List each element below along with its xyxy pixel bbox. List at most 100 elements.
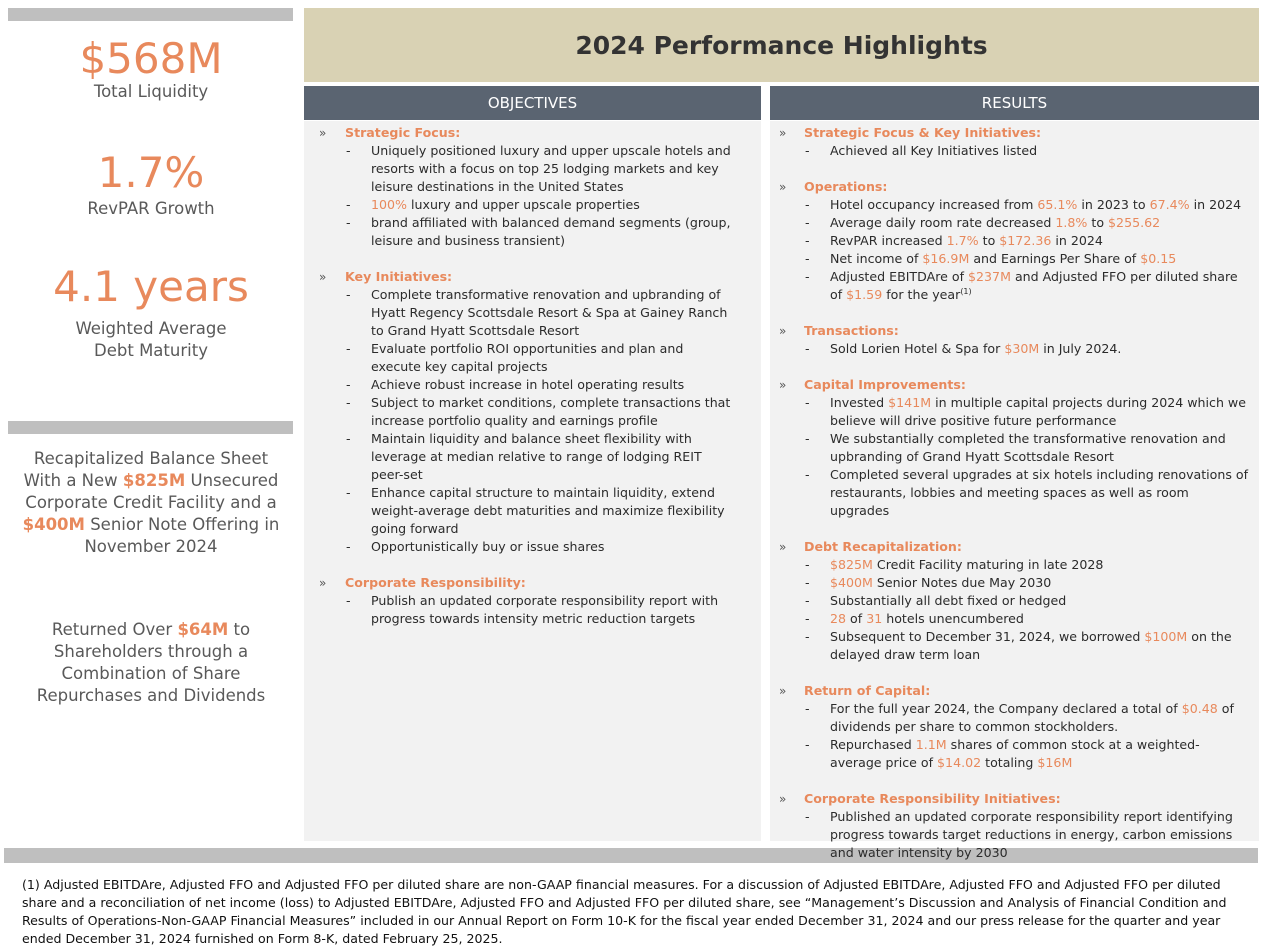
t: on the delayed draw term loan xyxy=(830,629,1232,662)
occupancy-2024: 67.4% xyxy=(1149,197,1190,212)
t: Sold Lorien Hotel & Spa for xyxy=(830,341,1005,356)
t: to xyxy=(1087,215,1109,230)
t: in multiple capital projects during 2024… xyxy=(830,395,1246,428)
adr-value: $255.62 xyxy=(1108,215,1161,230)
returned-line4: Repurchases and Dividends xyxy=(36,686,266,705)
list-item: We substantially completed the transform… xyxy=(804,430,1249,466)
page-title: 2024 Performance Highlights xyxy=(304,8,1259,82)
objectives-corporate-responsibility: » Corporate Responsibility: Publish an u… xyxy=(304,574,731,628)
list-item: Repurchased 1.1M shares of common stock … xyxy=(804,736,1249,772)
recap-line2a: With a New xyxy=(23,471,123,490)
t: Senior Notes due May 2030 xyxy=(872,575,1052,590)
total-liquidity-label: Total Liquidity xyxy=(93,82,209,101)
results-capital-improvements: » Capital Improvements: Invested $141M i… xyxy=(770,376,1249,520)
recap-line2c: Unsecured xyxy=(185,471,279,490)
results-strategic: » Strategic Focus & Key Initiatives: Ach… xyxy=(770,124,1249,160)
t: Repurchased xyxy=(830,737,916,752)
t: RevPAR increased xyxy=(830,233,947,248)
results-transactions: » Transactions: Sold Lorien Hotel & Spa … xyxy=(770,322,1249,358)
section-title: Transactions: xyxy=(804,323,899,338)
eps: $0.15 xyxy=(1140,251,1177,266)
t: Adjusted EBITDAre of xyxy=(830,269,969,284)
list-item: $825M Credit Facility maturing in late 2… xyxy=(804,556,1249,574)
list-item: 100% luxury and upper upscale properties xyxy=(345,196,731,214)
chevron-icon: » xyxy=(779,378,787,392)
section-title: Corporate Responsibility: xyxy=(345,575,526,590)
unencumbered-count: 28 xyxy=(830,611,847,626)
list-text: luxury and upper upscale properties xyxy=(407,197,640,212)
list-item: Net income of $16.9M and Earnings Per Sh… xyxy=(804,250,1249,268)
net-income: $16.9M xyxy=(922,251,970,266)
shares-repurchased: 1.1M xyxy=(915,737,947,752)
adjusted-ffo: $1.59 xyxy=(846,287,883,302)
t: and Earnings Per Share of xyxy=(969,251,1141,266)
list-item: Evaluate portfolio ROI opportunities and… xyxy=(345,340,731,376)
dividend-amount: $0.48 xyxy=(1181,701,1218,716)
revpar-growth-label: RevPAR Growth xyxy=(87,199,215,218)
recap-line1: Recapitalized Balance Sheet xyxy=(33,449,269,468)
returned-line2: Shareholders through a xyxy=(53,642,249,661)
occupancy-2023: 65.1% xyxy=(1037,197,1078,212)
debt-maturity-label-line2: Debt Maturity xyxy=(94,341,208,360)
chevron-icon: » xyxy=(779,180,787,194)
section-title: Corporate Responsibility Initiatives: xyxy=(804,791,1061,806)
list-item: Complete transformative renovation and u… xyxy=(345,286,731,340)
results-return-of-capital: » Return of Capital: For the full year 2… xyxy=(770,682,1249,772)
debt-maturity-label: Weighted Average Debt Maturity xyxy=(8,318,294,362)
t: Subsequent to December 31, 2024, we borr… xyxy=(830,629,1145,644)
list-item: Opportunistically buy or issue shares xyxy=(345,538,731,556)
objectives-key-initiatives: » Key Initiatives: Complete transformati… xyxy=(304,268,731,556)
returned-amount: $64M xyxy=(177,620,229,639)
avg-price: $14.02 xyxy=(937,755,982,770)
t: in July 2024. xyxy=(1039,341,1122,356)
chevron-icon: » xyxy=(779,324,787,338)
list-item: Published an updated corporate responsib… xyxy=(804,808,1249,862)
t: Hotel occupancy increased from xyxy=(830,197,1038,212)
t: of xyxy=(846,611,867,626)
t: totaling xyxy=(981,755,1038,770)
t: to xyxy=(978,233,1000,248)
list-item: Hotel occupancy increased from 65.1% in … xyxy=(804,196,1249,214)
top-left-divider xyxy=(8,8,293,21)
objectives-panel: » Strategic Focus: Uniquely positioned l… xyxy=(304,121,761,841)
borrowed-amount: $100M xyxy=(1144,629,1188,644)
recapitalized-balance-sheet: Recapitalized Balance Sheet With a New $… xyxy=(8,448,294,558)
chevron-icon: » xyxy=(319,270,327,284)
returned-line1a: Returned Over xyxy=(51,620,178,639)
results-panel: » Strategic Focus & Key Initiatives: Ach… xyxy=(770,121,1259,860)
recap-line5: November 2024 xyxy=(84,537,218,556)
recap-line4b: Senior Note Offering in xyxy=(84,515,280,534)
revpar-value: $172.36 xyxy=(999,233,1052,248)
results-debt-recap: » Debt Recapitalization: $825M Credit Fa… xyxy=(770,538,1249,664)
list-item: Publish an updated corporate responsibil… xyxy=(345,592,731,628)
senior-notes-amount: $400M xyxy=(830,575,873,590)
list-item: Substantially all debt fixed or hedged xyxy=(804,592,1249,610)
list-item: Uniquely positioned luxury and upper ups… xyxy=(345,142,731,196)
section-title: Debt Recapitalization: xyxy=(804,539,962,554)
chevron-icon: » xyxy=(779,126,787,140)
chevron-icon: » xyxy=(779,792,787,806)
objectives-header: OBJECTIVES xyxy=(304,86,761,120)
section-title: Strategic Focus: xyxy=(345,125,461,140)
list-item: Maintain liquidity and balance sheet fle… xyxy=(345,430,731,484)
recap-senior-note-amount: $400M xyxy=(22,515,85,534)
list-item: Subject to market conditions, complete t… xyxy=(345,394,731,430)
highlight-value: 100% xyxy=(371,197,408,212)
list-item: For the full year 2024, the Company decl… xyxy=(804,700,1249,736)
t: Credit Facility maturing in late 2028 xyxy=(872,557,1104,572)
total-hotels: 31 xyxy=(866,611,883,626)
section-title: Strategic Focus & Key Initiatives: xyxy=(804,125,1042,140)
recap-credit-facility-amount: $825M xyxy=(122,471,186,490)
list-item: Enhance capital structure to maintain li… xyxy=(345,484,731,538)
repurchase-total: $16M xyxy=(1037,755,1073,770)
recap-line3: Corporate Credit Facility and a xyxy=(25,493,277,512)
total-liquidity-value: $568M xyxy=(79,34,223,83)
revpar-growth-value: 1.7% xyxy=(97,148,205,197)
t: Average daily room rate decreased xyxy=(830,215,1056,230)
debt-maturity-label-line1: Weighted Average xyxy=(75,319,227,338)
credit-facility-amount: $825M xyxy=(830,557,873,572)
results-cr-initiatives: » Corporate Responsibility Initiatives: … xyxy=(770,790,1249,862)
t: for the year xyxy=(882,287,961,302)
section-title: Operations: xyxy=(804,179,888,194)
section-title: Capital Improvements: xyxy=(804,377,966,392)
